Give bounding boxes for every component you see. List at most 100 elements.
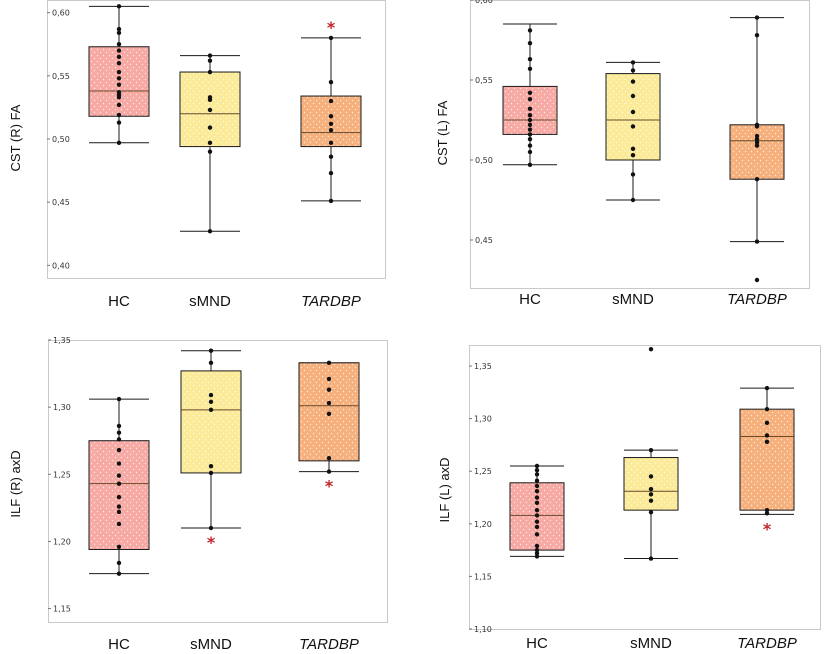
data-point xyxy=(534,472,540,477)
data-point xyxy=(527,28,533,33)
y-tick-label: 1,20 xyxy=(53,537,71,546)
y-tick-label: 0,55 xyxy=(52,72,70,81)
data-point xyxy=(207,140,213,145)
data-point xyxy=(116,112,122,118)
data-point xyxy=(754,122,760,128)
data-point xyxy=(754,33,760,38)
data-point xyxy=(326,455,332,461)
y-tick-label: 1,30 xyxy=(474,415,492,424)
data-point xyxy=(116,494,122,500)
data-point xyxy=(326,400,332,406)
data-point xyxy=(116,120,122,125)
chart-ilf-l: 1,10 1,15 1,20 1,25 1,30 1,35 ILF (L) axD HC sMN… xyxy=(437,345,821,652)
data-point xyxy=(527,132,533,137)
data-point xyxy=(116,509,122,515)
data-point xyxy=(326,411,332,417)
category-label-HC: HC xyxy=(526,635,548,652)
y-axis-label: CST (L) FA xyxy=(435,100,450,165)
data-point xyxy=(208,525,214,531)
data-point xyxy=(534,551,540,556)
data-point xyxy=(116,140,122,145)
data-point xyxy=(328,127,334,133)
data-point xyxy=(630,146,636,151)
data-point xyxy=(116,60,122,66)
data-point xyxy=(207,95,213,100)
data-point xyxy=(527,97,533,102)
data-point xyxy=(527,137,533,142)
data-point xyxy=(630,124,636,129)
y-tick-label: 1,35 xyxy=(53,336,71,345)
data-point xyxy=(630,60,636,65)
plot-frame xyxy=(48,340,388,623)
box-HC xyxy=(502,23,558,167)
data-point xyxy=(208,464,214,469)
data-point xyxy=(328,79,334,85)
data-point xyxy=(754,133,760,139)
data-point xyxy=(648,498,654,503)
data-point xyxy=(527,41,533,46)
data-point xyxy=(630,172,636,177)
data-point xyxy=(116,54,122,60)
data-point xyxy=(534,463,540,469)
data-point xyxy=(764,420,770,426)
data-point xyxy=(527,143,533,148)
y-tick-label: 0,50 xyxy=(475,156,493,165)
data-point xyxy=(534,489,540,494)
data-point xyxy=(534,519,540,524)
box-sMND xyxy=(623,347,679,561)
data-point xyxy=(207,69,213,75)
box-TARDBP: * xyxy=(300,18,362,204)
data-point xyxy=(328,154,334,159)
data-point xyxy=(527,113,533,118)
data-point xyxy=(630,197,636,203)
data-point xyxy=(207,58,213,63)
y-tick-label: 0,40 xyxy=(52,261,70,270)
iqr-box xyxy=(605,73,661,161)
box-sMND xyxy=(605,60,661,203)
data-point xyxy=(754,137,760,142)
box-sMND: * xyxy=(180,348,242,552)
data-point xyxy=(754,140,760,145)
data-point xyxy=(116,461,122,466)
data-point xyxy=(328,114,334,119)
data-point xyxy=(116,4,122,9)
y-tick-label: 1,20 xyxy=(474,520,492,529)
data-point xyxy=(764,385,770,391)
data-point xyxy=(208,399,214,404)
data-point xyxy=(116,102,122,108)
data-point xyxy=(534,532,540,537)
data-point xyxy=(630,109,636,115)
data-point xyxy=(116,26,122,32)
data-point xyxy=(527,122,533,128)
data-point xyxy=(534,478,540,483)
iqr-box xyxy=(180,370,242,474)
data-point xyxy=(754,177,760,182)
data-point xyxy=(207,125,213,130)
data-point xyxy=(534,483,540,489)
data-point xyxy=(326,469,332,474)
chart-cst-l: 0,45 0,50 0,55 0,60 CST (L) FA HC sMND TARDBP xyxy=(435,0,810,308)
box-HC xyxy=(509,463,565,559)
data-point xyxy=(116,504,122,509)
data-point xyxy=(116,48,122,53)
box-HC xyxy=(88,4,150,145)
category-label-HC: HC xyxy=(108,636,130,653)
data-point xyxy=(754,15,760,20)
data-point xyxy=(326,360,332,366)
data-point xyxy=(116,447,122,453)
data-point xyxy=(754,277,760,283)
y-tick-label: 1,25 xyxy=(474,467,492,476)
box-TARDBP: * xyxy=(739,385,795,538)
significance-marker: * xyxy=(327,18,336,37)
data-point xyxy=(116,42,122,47)
y-tick-label: 1,35 xyxy=(474,362,492,371)
data-point xyxy=(207,149,213,154)
data-point xyxy=(326,376,332,382)
data-point xyxy=(764,406,770,412)
category-label-sMND: sMND xyxy=(612,291,654,308)
chart-cst-r: 0,40 0,45 0,50 0,55 0,60 CST (R) FA HC sMND * TAR… xyxy=(8,0,386,310)
y-axis-label: ILF (L) axD xyxy=(437,457,452,522)
box-HC xyxy=(88,396,150,576)
data-point xyxy=(527,90,533,96)
